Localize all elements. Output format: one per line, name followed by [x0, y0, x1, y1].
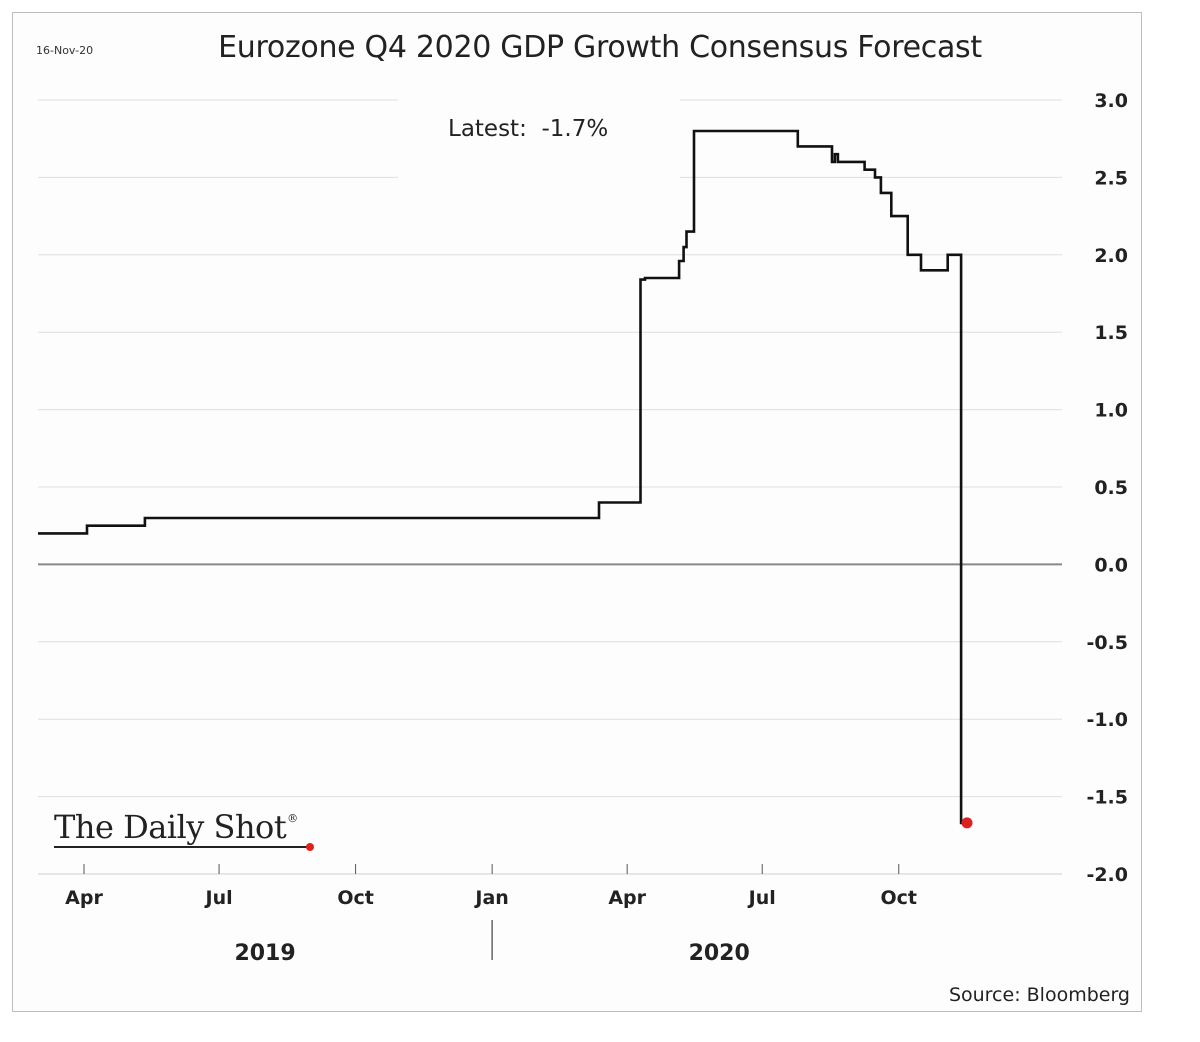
x-tick-label: Jul [747, 887, 776, 909]
brand-logo: The Daily Shot® [54, 808, 298, 846]
y-tick-label: -1.0 [1086, 709, 1128, 731]
chart-frame [12, 12, 1142, 1012]
latest-annotation: Latest: -1.7% [448, 116, 609, 142]
y-tick-label: 1.5 [1094, 322, 1128, 344]
x-tick-label: Oct [881, 887, 918, 909]
brand-underline [54, 846, 310, 848]
x-tick-label: Jul [204, 887, 233, 909]
year-label: 2019 [234, 941, 295, 966]
x-tick-label: Oct [337, 887, 374, 909]
series-layer [38, 129, 973, 829]
y-tick-label: -2.0 [1086, 864, 1128, 886]
forecast-line [38, 129, 967, 825]
y-tick-label: 2.0 [1094, 245, 1128, 267]
brand-name: The Daily Shot [54, 808, 287, 846]
y-tick-label: 3.0 [1094, 90, 1128, 112]
y-tick-label: 0.0 [1094, 554, 1128, 576]
y-tick-label: -0.5 [1086, 632, 1128, 654]
y-tick-label: 2.5 [1094, 167, 1128, 189]
source-label: Source: Bloomberg [948, 984, 1130, 1006]
y-tick-label: -1.5 [1086, 787, 1128, 809]
year-label: 2020 [689, 941, 750, 966]
y-tick-label: 0.5 [1094, 477, 1128, 499]
chart-date: 16-Nov-20 [36, 44, 94, 57]
gridlines [38, 99, 1062, 798]
chart-title: Eurozone Q4 2020 GDP Growth Consensus Fo… [218, 30, 982, 65]
axes: 3.0 2.5 2.0 1.5 1.0 0.5 0.0 -0.5 -1.0 -1.5 -2.0 Apr… [38, 90, 1128, 966]
brand-registered-mark: ® [287, 812, 298, 825]
latest-point-marker [961, 817, 973, 829]
brand-red-dot [306, 843, 314, 851]
y-tick-label: 1.0 [1094, 400, 1128, 422]
x-tick-label: Apr [608, 887, 646, 909]
x-tick-label: Apr [65, 887, 103, 909]
x-tick-label: Jan [473, 887, 508, 909]
